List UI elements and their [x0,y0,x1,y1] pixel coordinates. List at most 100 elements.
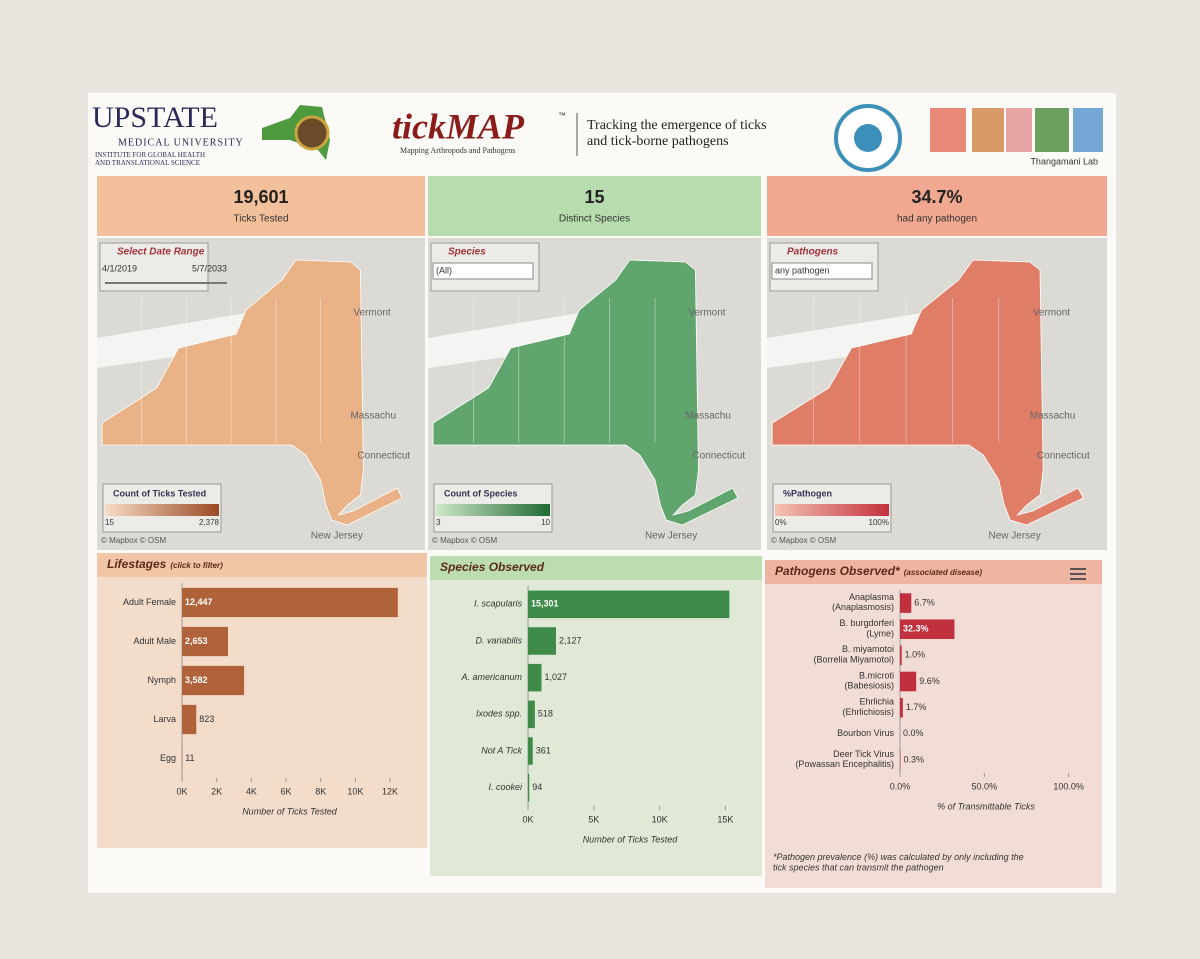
kpi-value: 15 [584,187,604,207]
bar [900,671,917,692]
place-label: New Jersey [989,531,1041,542]
text-line: (Powassan Encephalitis) [795,759,894,769]
text-line: (Lyme) [866,629,894,639]
value-label: 3,582 [185,675,208,685]
x-axis-label: Number of Ticks Tested [583,834,679,844]
menu-icon[interactable] [1070,573,1086,575]
kpi-label: had any pathogen [897,214,977,225]
text-line: AND TRANSLATIONAL SCIENCE [95,159,200,167]
place-label: Vermont [1033,308,1070,319]
attribution: © Mapbox © OSM [432,536,497,545]
state-map [101,259,403,526]
filter-title: Select Date Range [117,247,205,258]
bar [182,626,228,657]
attribution: © Mapbox © OSM [771,536,836,545]
place-label: Vermont [688,308,725,319]
kpi-label: Ticks Tested [233,214,288,225]
legend-ramp [775,504,889,516]
category-label: Larva [153,714,176,724]
value-label: 0.0% [903,728,924,738]
x-tick-label: 50.0% [972,781,998,791]
category-label: B. burgdorferi (Lyme) [839,618,894,638]
value-label: 2,127 [559,635,582,645]
category-label: Not A Tick [481,745,522,755]
tick-icon [1006,108,1032,152]
place-label: Vermont [353,308,390,319]
value-label: 1,027 [545,672,568,682]
category-label: B.microti (Babesiosis) [844,671,894,691]
chart-title: Lifestages [107,557,167,571]
category-label: Egg [160,753,176,763]
bar [528,627,556,655]
text-line: *Pathogen prevalence (%) was calculated … [773,852,1024,862]
chart-title: Pathogens Observed* [775,564,901,578]
value-label: 94 [532,782,542,792]
place-label: Massachu [1030,411,1076,422]
chart-subtitle: (associated disease) [904,568,983,577]
x-tick-label: 0.0% [890,781,911,791]
bar [528,773,530,802]
dropdown-value: any pathogen [775,265,830,275]
chart-title: Species Observed [440,560,545,574]
category-label: B. miyamotoi (Borrelia Miyamotoi) [813,645,894,665]
value-label: 15,301 [531,599,559,609]
attribution: © Mapbox © OSM [101,536,166,545]
value-label: 518 [538,709,553,719]
value-label: 2,653 [185,636,208,646]
tick-icon [1073,108,1103,152]
x-tick-label: 6K [281,786,292,796]
state-map [432,259,739,526]
value-label: 823 [199,714,214,724]
category-label: D. variabilis [475,635,522,645]
bar [900,593,912,613]
kpi-label: Distinct Species [559,214,630,225]
legend-max: 10 [541,518,550,527]
place-label: Connecticut [1037,451,1090,462]
x-tick-label: 12K [382,786,398,796]
text-line: B. miyamotoi [842,645,894,655]
place-label: New Jersey [311,531,363,542]
text-line: (Anaplasmosis) [832,603,894,613]
legend-min: 3 [436,518,441,527]
menu-icon[interactable] [1070,578,1086,580]
place-label: Connecticut [692,451,745,462]
chart-header [97,553,427,577]
legend-min: 15 [105,518,114,527]
category-label: Adult Female [123,597,176,607]
kpi-box [767,176,1107,236]
legend-min: 0% [775,518,787,527]
x-tick-label: 0K [176,786,187,796]
kpi-value: 34.7% [911,187,962,207]
text-line: (Borrelia Miyamotoi) [813,655,894,665]
category-label: Deer Tick Virus (Powassan Encephalitis) [795,749,894,769]
x-tick-label: 100.0% [1053,781,1084,791]
value-label: 0.3% [904,754,925,764]
bar [182,665,245,696]
text-line: (Babesiosis) [844,681,894,691]
text-line: Deer Tick Virus [833,749,894,759]
x-tick-label: 8K [315,786,326,796]
filter-title: Species [448,247,486,258]
x-tick-label: 4K [246,786,257,796]
legend-title: Count of Species [444,488,518,498]
place-label: Massachu [685,411,731,422]
chart-panel [765,560,1102,888]
menu-icon[interactable] [1070,568,1086,570]
filter-title: Pathogens [787,247,839,258]
state-map [771,259,1084,526]
category-label: Bourbon Virus [837,728,894,738]
chart-subtitle: (click to filter) [170,561,223,570]
category-label: Adult Male [133,636,176,646]
kpi-value: 19,601 [233,187,288,207]
text-line: tick species that can transmit the patho… [773,863,944,873]
value-label: 1.7% [906,702,927,712]
circle-logo-tick [854,124,882,152]
text-line: (Ehrlichiosis) [842,707,894,717]
value-label: 32.3% [903,624,929,634]
value-label: 11 [185,753,194,763]
text-line: and tick-borne pathogens [587,134,729,149]
bar [528,663,542,692]
category-label: A. americanum [460,672,522,682]
x-tick-label: 5K [588,814,599,824]
